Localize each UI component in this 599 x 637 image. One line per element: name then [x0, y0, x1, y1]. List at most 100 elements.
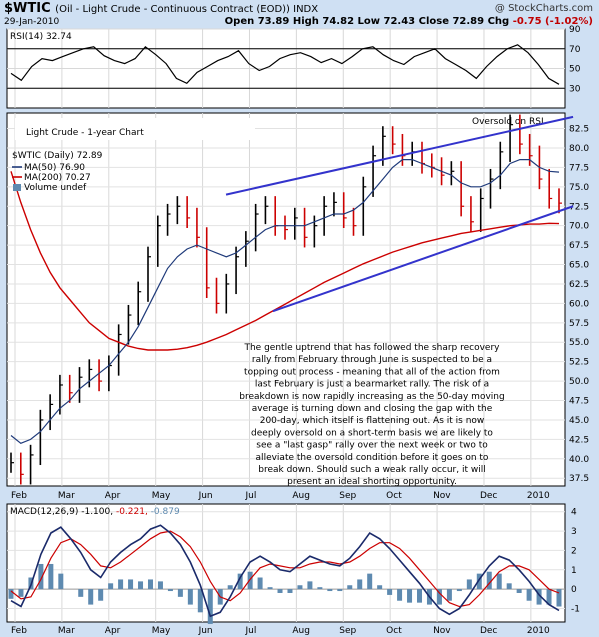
ohlc-readout: Open 73.89 High 74.82 Low 72.43 Close 72…	[225, 16, 593, 27]
macd-histogram-bar	[526, 589, 532, 601]
price-x-tick-label: May	[152, 491, 171, 501]
annotation-line: The gentle uptrend that has followed the…	[243, 343, 500, 353]
annotation-line: rally from February through June is susp…	[252, 355, 492, 365]
macd-histogram-bar	[417, 589, 423, 603]
macd-histogram-bar	[496, 573, 502, 590]
high-value: 74.82	[322, 16, 355, 27]
macd-histogram-bar	[436, 589, 442, 605]
annotation-line: break down. Should such a weak rally occ…	[258, 465, 486, 475]
price-y-tick-label: 57.5	[569, 319, 589, 329]
macd-x-tick-label: Aug	[292, 626, 310, 636]
macd-histogram-bar	[476, 573, 482, 590]
macd-histogram-bar	[377, 585, 383, 590]
annotation-line: last February is just a bearmarket rally…	[255, 380, 489, 390]
price-y-tick-label: 67.5	[569, 241, 589, 251]
price-x-tick-label: 2010	[527, 491, 550, 501]
price-x-tick-label: Feb	[11, 491, 27, 501]
price-y-tick-label: 42.5	[569, 435, 589, 445]
annotation-line: see a "last gasp" rally over the next we…	[256, 441, 488, 451]
macd-histogram-bar	[556, 589, 562, 607]
price-y-tick-label: 82.5	[569, 125, 589, 135]
open-value: 73.89	[257, 16, 290, 27]
macd-y-tick-label: 3	[571, 527, 577, 537]
macd-histogram-bar	[287, 589, 293, 593]
price-y-tick-label: 80.0	[569, 144, 589, 154]
annotation-line: average is turning down and closing the …	[252, 404, 493, 414]
macd-histogram-bar	[397, 589, 403, 601]
macd-x-tick-label: Sep	[339, 626, 356, 636]
macd-x-tick-label: Feb	[11, 626, 27, 636]
price-x-tick-label: Mar	[58, 491, 75, 501]
macd-histogram-bar	[147, 579, 153, 590]
macd-histogram-bar	[536, 589, 542, 605]
macd-x-tick-label: Oct	[386, 626, 402, 636]
rsi-y-tick-label: 90	[569, 25, 581, 35]
annotation-line: topping out process - meaning that all o…	[244, 367, 500, 377]
macd-histogram-bar	[407, 589, 413, 603]
macd-legend-label: MACD(12,26,9) -1.100, -0.221, -0.879	[10, 507, 180, 517]
macd-histogram-bar	[128, 579, 134, 590]
price-y-tick-label: 70.0	[569, 222, 589, 232]
price-x-tick-label: Oct	[386, 491, 402, 501]
price-x-tick-label: Dec	[480, 491, 497, 501]
macd-histogram-bar	[207, 589, 213, 624]
macd-histogram-bar	[307, 581, 313, 590]
macd-histogram-bar	[48, 563, 54, 590]
annotation-line: deeply oversold on a short-term basis we…	[251, 428, 493, 438]
macd-histogram-bar	[227, 585, 233, 590]
annotation-line: 200-day, which itself is flattening out.…	[260, 416, 485, 426]
macd-histogram-bar	[317, 587, 323, 590]
macd-y-tick-label: 1	[571, 566, 577, 576]
ticker-description: (Oil - Light Crude - Continuous Contract…	[55, 4, 319, 15]
price-y-tick-label: 47.5	[569, 397, 589, 407]
macd-histogram-bar	[486, 571, 492, 590]
price-y-tick-label: 72.5	[569, 202, 589, 212]
macd-x-tick-label: 2010	[527, 626, 550, 636]
macd-histogram-bar	[197, 589, 203, 613]
macd-histogram-bar	[506, 583, 512, 590]
high-label: High	[292, 16, 319, 27]
channel-lower-line	[272, 205, 574, 313]
macd-histogram-bar	[98, 589, 104, 601]
macd-y-tick-label: 0	[571, 585, 577, 595]
price-y-tick-label: 75.0	[569, 183, 589, 193]
price-y-tick-label: 55.0	[569, 338, 589, 348]
macd-y-tick-label: 2	[571, 546, 577, 556]
macd-histogram-bar	[327, 589, 333, 592]
rsi-y-tick-label: 70	[569, 45, 581, 55]
price-y-tick-label: 62.5	[569, 280, 589, 290]
rsi-legend-label: RSI(14) 32.74	[10, 32, 72, 42]
macd-legend-part: -0.879	[148, 507, 180, 517]
macd-x-tick-label: May	[152, 626, 171, 636]
macd-histogram-bar	[247, 571, 253, 590]
macd-histogram-bar	[456, 589, 462, 592]
macd-x-tick-label: Jun	[198, 626, 213, 636]
macd-histogram-bar	[337, 589, 343, 592]
low-value: 72.43	[383, 16, 416, 27]
chg-value: -0.75 (-1.02%)	[512, 16, 593, 27]
volume-legend-label: Volume undef	[24, 183, 87, 193]
price-x-tick-label: Jul	[244, 491, 256, 501]
macd-x-tick-label: Mar	[58, 626, 75, 636]
macd-histogram-bar	[118, 579, 124, 590]
rsi-annotation: Oversold on RSI	[472, 117, 544, 127]
rsi-y-tick-label: 30	[569, 84, 581, 94]
macd-histogram-bar	[277, 589, 283, 593]
price-y-tick-label: 37.5	[569, 474, 589, 484]
macd-histogram-bar	[78, 589, 84, 597]
rsi-y-tick-label: 50	[569, 65, 581, 75]
macd-x-tick-label: Nov	[433, 626, 451, 636]
macd-histogram-bar	[367, 573, 373, 590]
price-x-tick-label: Aug	[292, 491, 310, 501]
macd-histogram-bar	[138, 581, 144, 590]
price-x-tick-label: Apr	[105, 491, 121, 501]
ma50-legend-label: MA(50) 76.90	[24, 163, 85, 173]
ticker-header: $WTIC (Oil - Light Crude - Continuous Co…	[4, 1, 318, 16]
annotation-line: breakdown is now rapidly increasing as t…	[239, 392, 504, 402]
macd-histogram-bar	[157, 581, 163, 590]
open-label: Open	[224, 16, 255, 27]
price-panel	[6, 112, 566, 487]
chg-label: Chg	[487, 16, 510, 27]
price-y-tick-label: 40.0	[569, 455, 589, 465]
